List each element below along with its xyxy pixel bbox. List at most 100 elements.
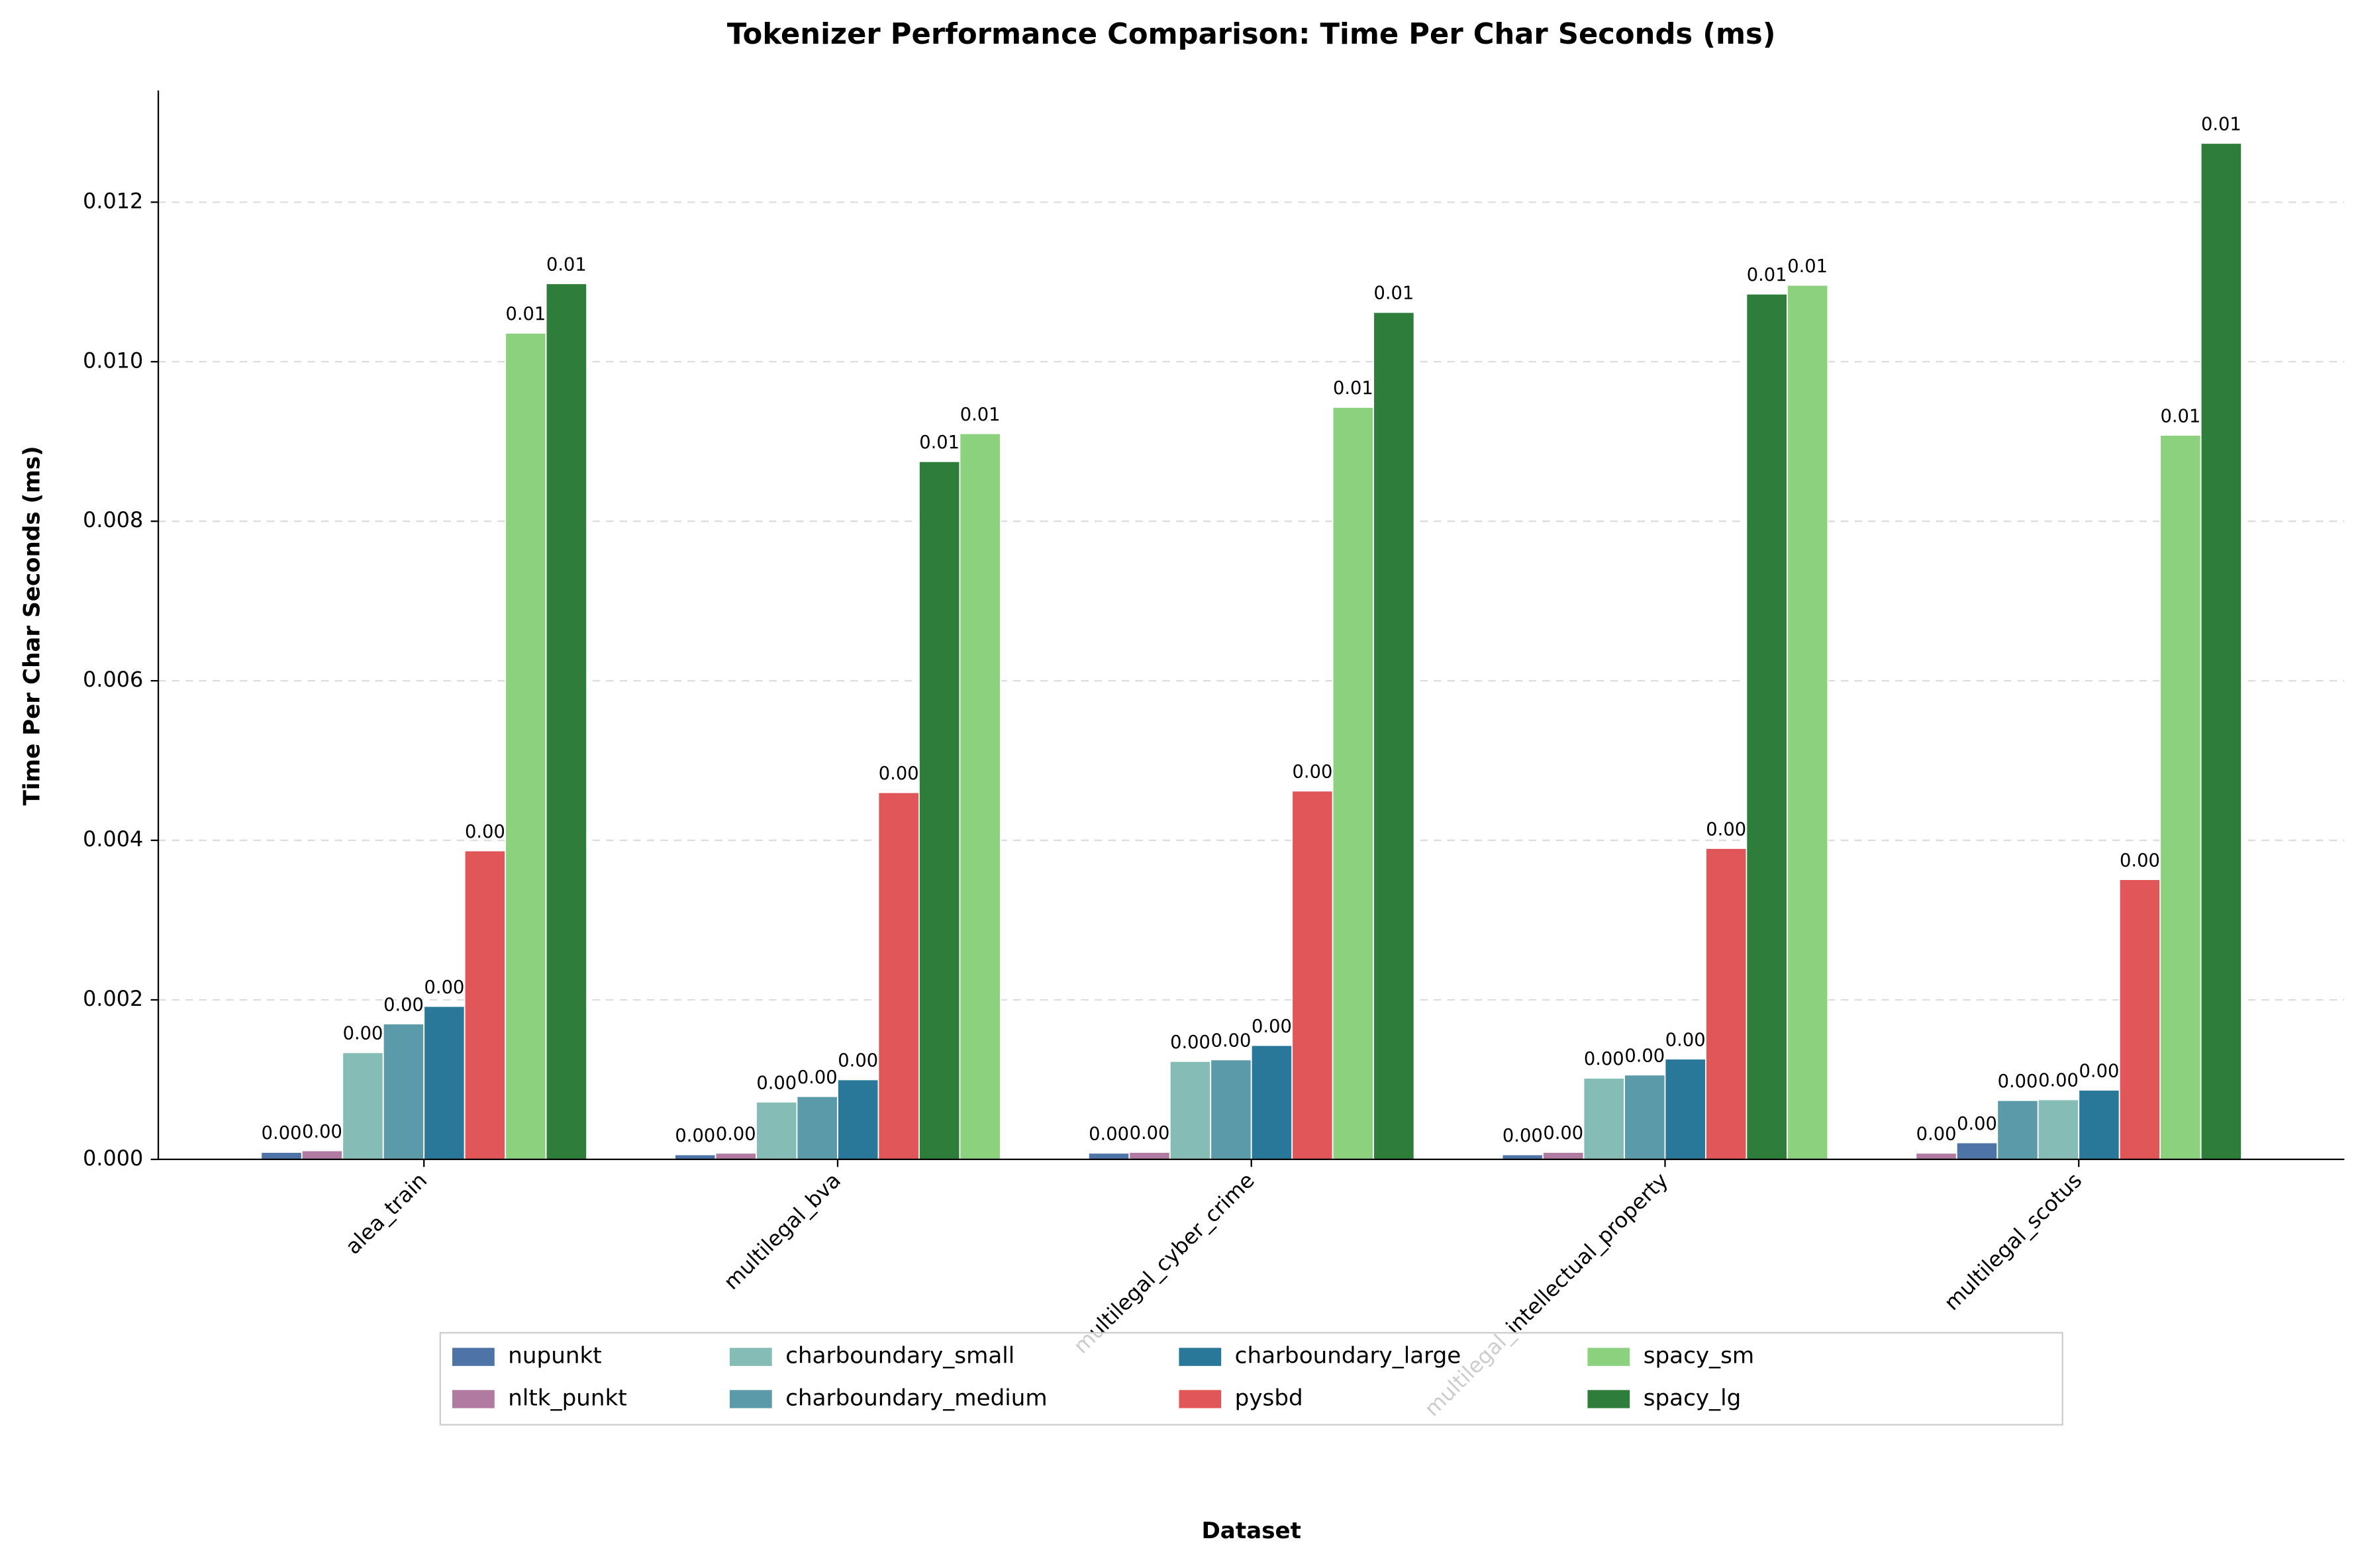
bar bbox=[1996, 1099, 2039, 1160]
data-label: 0.00 bbox=[838, 1051, 878, 1071]
bar bbox=[1291, 790, 1334, 1160]
legend-label: pysbd bbox=[1235, 1385, 1303, 1411]
bar bbox=[2078, 1089, 2120, 1160]
y-tick-label: 0.012 bbox=[83, 188, 143, 213]
legend-label: charboundary_large bbox=[1235, 1343, 1461, 1369]
bar bbox=[2118, 879, 2161, 1160]
legend-label: spacy_lg bbox=[1644, 1385, 1742, 1411]
data-label: 0.01 bbox=[1333, 378, 1373, 399]
data-label: 0.01 bbox=[1787, 256, 1828, 277]
bar bbox=[1169, 1060, 1212, 1160]
y-tick-label: 0.002 bbox=[83, 986, 143, 1011]
data-label: 0.01 bbox=[960, 405, 1001, 425]
data-label: 0.00 bbox=[1998, 1071, 2038, 1092]
data-label: 0.00 bbox=[1293, 762, 1333, 783]
legend: nupunktnltk_punktcharboundary_smallcharb… bbox=[439, 1332, 2063, 1426]
data-label: 0.01 bbox=[546, 254, 587, 275]
legend-swatch bbox=[452, 1348, 495, 1366]
bar bbox=[1786, 284, 1829, 1160]
data-label: 0.01 bbox=[1747, 265, 1787, 285]
data-label: 0.00 bbox=[1502, 1126, 1543, 1146]
data-label: 0.00 bbox=[1624, 1046, 1665, 1066]
data-label: 0.00 bbox=[343, 1024, 383, 1044]
data-label: 0.00 bbox=[1916, 1124, 1957, 1144]
bar bbox=[1373, 311, 1415, 1160]
data-label: 0.00 bbox=[675, 1126, 715, 1146]
data-label: 0.00 bbox=[2120, 850, 2160, 871]
legend-swatch bbox=[729, 1348, 772, 1366]
bar bbox=[1210, 1059, 1252, 1160]
bar bbox=[1087, 1152, 1130, 1160]
bar bbox=[1705, 848, 1748, 1160]
data-label: 0.00 bbox=[1584, 1049, 1624, 1069]
y-tick-label: 0.004 bbox=[83, 826, 143, 852]
legend-swatch bbox=[729, 1390, 772, 1408]
legend-box bbox=[439, 1332, 2063, 1426]
data-label: 0.00 bbox=[716, 1124, 756, 1144]
bar bbox=[1128, 1152, 1171, 1160]
data-label: 0.01 bbox=[1373, 283, 1414, 304]
legend-swatch bbox=[1179, 1348, 1222, 1366]
data-label: 0.00 bbox=[1665, 1030, 1706, 1050]
bar bbox=[2159, 434, 2202, 1160]
bar bbox=[796, 1095, 838, 1160]
legend-label: charboundary_medium bbox=[785, 1385, 1047, 1411]
data-label: 0.00 bbox=[879, 763, 919, 784]
data-label: 0.01 bbox=[2161, 406, 2201, 426]
bar bbox=[918, 460, 961, 1160]
bar bbox=[837, 1079, 879, 1160]
legend-label: spacy_sm bbox=[1644, 1343, 1754, 1369]
bar bbox=[1955, 1142, 1998, 1160]
legend-label: charboundary_small bbox=[785, 1343, 1014, 1369]
bar bbox=[260, 1152, 303, 1160]
bar bbox=[756, 1101, 798, 1160]
bar bbox=[1332, 407, 1375, 1160]
data-label: 0.01 bbox=[2201, 114, 2241, 134]
y-tick-label: 0.000 bbox=[83, 1146, 143, 1171]
data-label: 0.00 bbox=[1211, 1031, 1252, 1052]
bar bbox=[877, 791, 920, 1160]
x-axis-label: Dataset bbox=[1201, 1518, 1301, 1544]
data-label: 0.00 bbox=[1543, 1123, 1583, 1144]
data-label: 0.00 bbox=[302, 1122, 342, 1142]
legend-swatch bbox=[452, 1390, 495, 1408]
data-label: 0.01 bbox=[506, 304, 546, 324]
bar bbox=[464, 850, 507, 1160]
data-label: 0.00 bbox=[797, 1067, 838, 1088]
x-tick-label: alea_train bbox=[340, 1167, 432, 1259]
data-label: 0.00 bbox=[1957, 1114, 1997, 1134]
bar bbox=[1624, 1074, 1666, 1160]
x-tick-label: multilegal_scotus bbox=[1939, 1167, 2087, 1315]
y-axis-label: Time Per Char Seconds (ms) bbox=[19, 446, 46, 805]
bar bbox=[423, 1005, 466, 1160]
bar bbox=[959, 432, 1001, 1160]
y-tick-label: 0.006 bbox=[83, 667, 143, 692]
bar bbox=[714, 1152, 757, 1160]
bar bbox=[505, 332, 547, 1160]
data-label: 0.00 bbox=[383, 995, 424, 1015]
chart-title: Tokenizer Performance Comparison: Time P… bbox=[727, 18, 1776, 51]
data-label: 0.00 bbox=[262, 1123, 302, 1144]
bar bbox=[1583, 1077, 1625, 1160]
data-label: 0.01 bbox=[919, 432, 960, 453]
y-tick-label: 0.010 bbox=[83, 348, 143, 373]
x-tick-label: multilegal_bva bbox=[718, 1167, 846, 1295]
data-label: 0.00 bbox=[1706, 819, 1746, 840]
bar bbox=[1664, 1058, 1706, 1160]
bar bbox=[1250, 1044, 1293, 1160]
legend-label: nltk_punkt bbox=[508, 1385, 626, 1411]
data-label: 0.00 bbox=[756, 1073, 797, 1093]
bar bbox=[1542, 1152, 1585, 1160]
data-label: 0.00 bbox=[424, 977, 465, 998]
bar bbox=[301, 1150, 344, 1160]
data-label: 0.00 bbox=[1130, 1123, 1170, 1144]
y-tick-label: 0.008 bbox=[83, 507, 143, 532]
legend-swatch bbox=[1587, 1348, 1630, 1366]
data-label: 0.00 bbox=[2079, 1061, 2120, 1081]
bar bbox=[382, 1023, 425, 1160]
data-label: 0.00 bbox=[2038, 1071, 2079, 1091]
bar bbox=[342, 1052, 384, 1160]
data-label: 0.00 bbox=[1089, 1124, 1129, 1144]
